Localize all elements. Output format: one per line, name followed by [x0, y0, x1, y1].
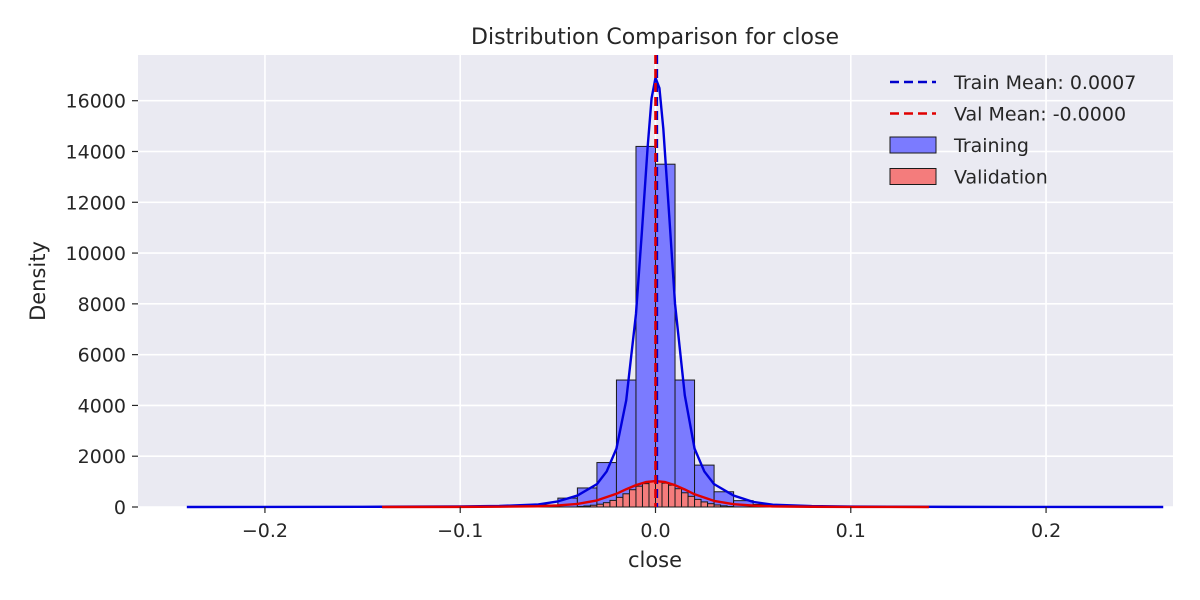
legend-label-1: Val Mean: -0.0000 [954, 104, 1126, 126]
legend-label-2: Training [953, 135, 1029, 157]
x-tick-label-2: 0.0 [640, 520, 670, 542]
validation-bar-14 [668, 484, 676, 508]
y-axis-ticks: 0 2000 4000 6000 8000 10000 12000 14000 16000 [66, 91, 138, 519]
validation-bar-22 [720, 505, 728, 508]
y-tick-label-8: 16000 [66, 91, 126, 113]
x-tick-label-0: −0.2 [242, 520, 288, 542]
y-tick-label-5: 10000 [66, 243, 126, 265]
validation-bar-20 [707, 503, 715, 508]
validation-bar-3 [596, 503, 604, 508]
validation-bar-21 [713, 504, 722, 508]
validation-bar-2 [589, 504, 598, 508]
chart-title: Distribution Comparison for close [471, 25, 839, 50]
validation-bar-6 [615, 496, 624, 508]
legend-label-0: Train Mean: 0.0007 [953, 72, 1136, 94]
training-bar-5 [635, 145, 656, 508]
validation-bar-5 [609, 499, 617, 508]
y-tick-label-6: 12000 [66, 192, 126, 214]
y-tick-label-3: 6000 [78, 345, 126, 367]
validation-bar-23 [726, 505, 735, 508]
y-tick-label-2: 4000 [78, 395, 126, 417]
validation-bar-4 [602, 502, 611, 508]
validation-bar-19 [700, 501, 709, 508]
validation-bar-17 [687, 495, 696, 508]
validation-bar-8 [628, 489, 637, 508]
x-axis-label: close [628, 548, 682, 572]
y-tick-label-7: 14000 [66, 141, 126, 163]
validation-bar-16 [681, 492, 689, 508]
legend-label-3: Validation [954, 167, 1048, 189]
x-tick-label-1: −0.1 [437, 520, 483, 542]
validation-bar-13 [661, 482, 670, 508]
x-tick-label-3: 0.1 [836, 520, 866, 542]
x-axis-ticks: −0.2 −0.1 0.0 0.1 0.2 [242, 507, 1061, 542]
validation-bar-0 [576, 505, 585, 508]
y-tick-label-4: 8000 [78, 294, 126, 316]
validation-bar-1 [583, 505, 591, 508]
x-tick-label-4: 0.2 [1031, 520, 1061, 542]
validation-bars [576, 480, 735, 508]
legend: Train Mean: 0.0007 Val Mean: -0.0000 Train… [889, 72, 1136, 189]
validation-bar-9 [635, 485, 643, 508]
training-bars [537, 145, 774, 508]
legend-swatch-3 [889, 168, 937, 185]
mean-lines [654, 55, 659, 507]
legend-swatch-2 [889, 136, 937, 154]
y-tick-label-0: 0 [114, 497, 126, 519]
validation-bar-18 [694, 498, 702, 508]
validation-bar-15 [674, 488, 683, 508]
validation-bar-10 [641, 483, 650, 508]
validation-bar-7 [622, 493, 630, 508]
training-bar-6 [655, 163, 676, 508]
y-axis-label: Density [26, 241, 50, 321]
y-tick-label-1: 2000 [78, 446, 126, 468]
